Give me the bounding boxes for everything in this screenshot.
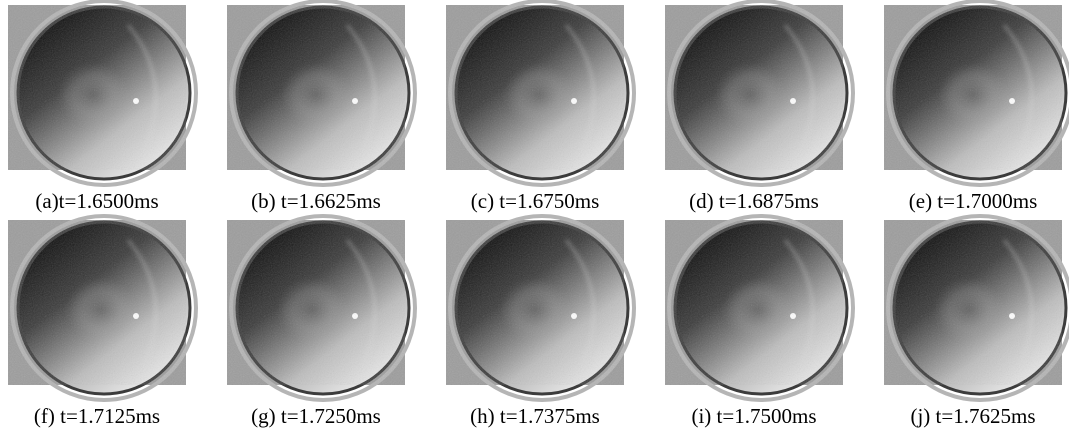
panel-caption: (i) t=1.7500ms [691, 404, 816, 428]
noise [446, 5, 624, 170]
panel-caption: (g) t=1.7250ms [251, 404, 381, 428]
panel-caption: (a)t=1.6500ms [35, 189, 158, 213]
panel-image [884, 1, 1069, 185]
panel-image [8, 1, 196, 185]
panel-caption: (f) t=1.7125ms [34, 404, 160, 428]
figure: (a)t=1.6500ms (b) t=1.6625ms (c) t=1.6750m… [0, 0, 1069, 435]
panel-caption: (h) t=1.7375ms [470, 404, 600, 428]
panel-image [446, 216, 634, 400]
panel-caption: (b) t=1.6625ms [251, 189, 381, 213]
noise [8, 220, 186, 385]
panel-caption: (j) t=1.7625ms [910, 404, 1035, 428]
noise [884, 5, 1062, 170]
panel-image [227, 1, 415, 185]
panel-image [884, 216, 1069, 400]
noise [8, 5, 186, 170]
panel-image [8, 216, 196, 400]
noise [227, 5, 405, 170]
noise [665, 5, 843, 170]
noise [227, 220, 405, 385]
panel-image [227, 216, 415, 400]
panel-caption: (d) t=1.6875ms [689, 189, 819, 213]
noise [665, 220, 843, 385]
noise [446, 220, 624, 385]
panel-caption: (e) t=1.7000ms [909, 189, 1038, 213]
panel-image [665, 1, 853, 185]
panel-caption: (c) t=1.6750ms [471, 189, 600, 213]
noise [884, 220, 1062, 385]
panel-image [446, 1, 634, 185]
panel-image [665, 216, 853, 400]
